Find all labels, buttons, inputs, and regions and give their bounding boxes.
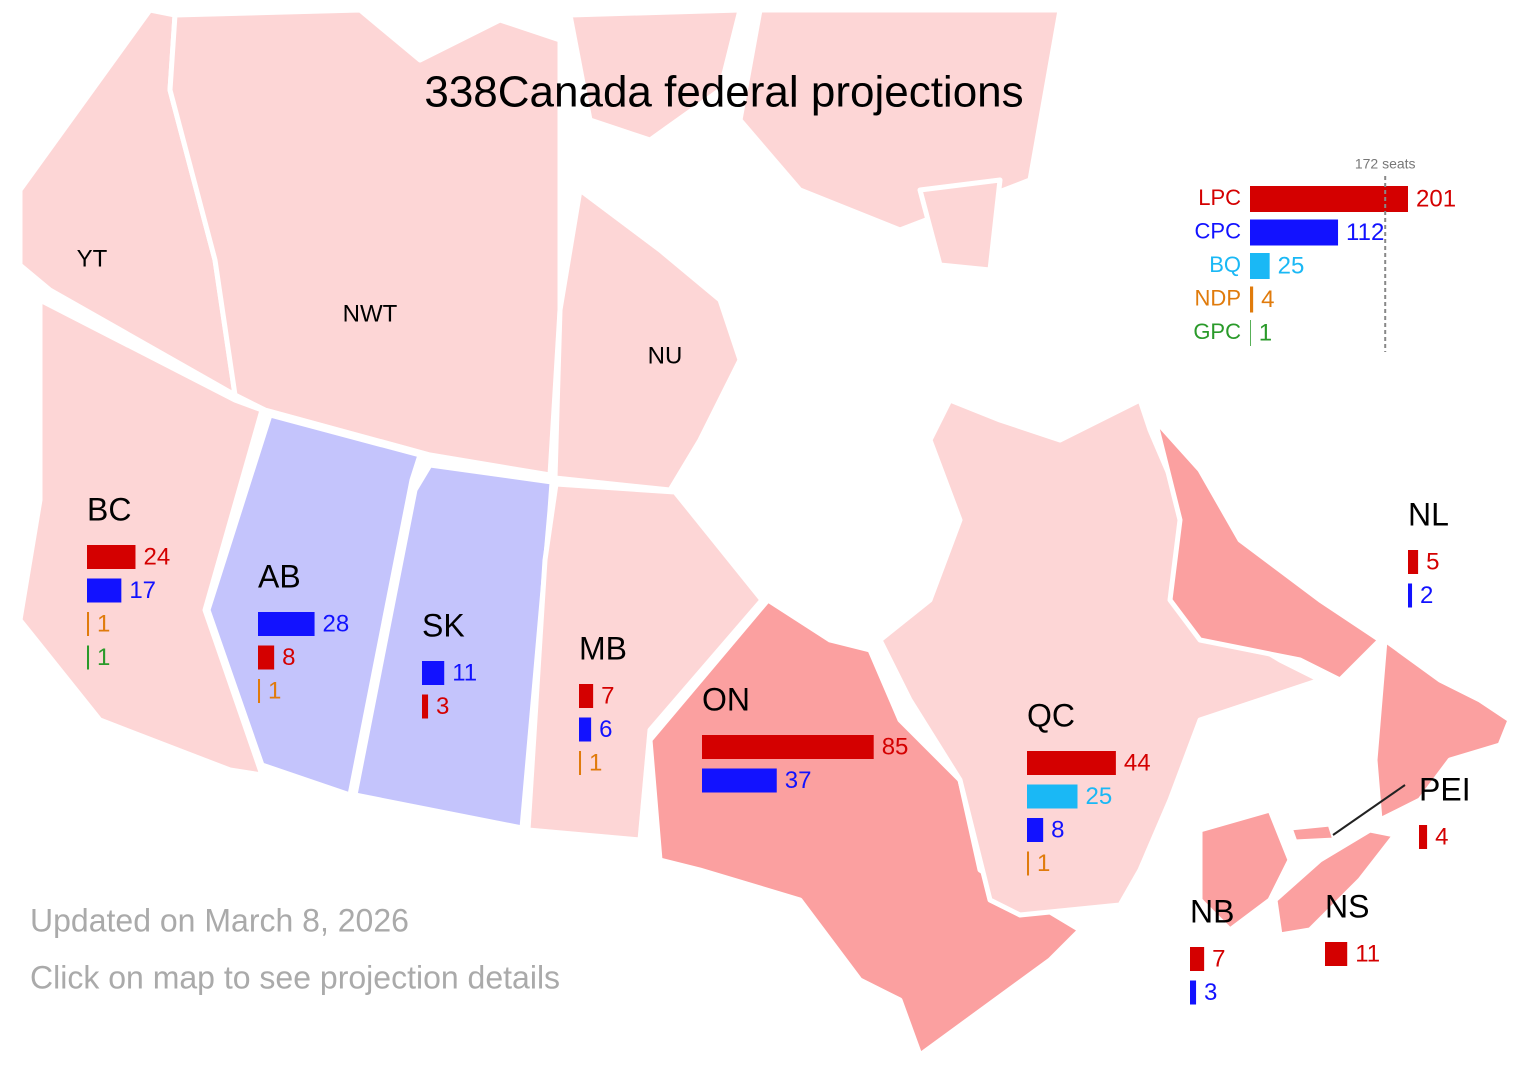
province-bar xyxy=(702,735,874,759)
province-bar xyxy=(1027,751,1116,775)
ns-region[interactable] xyxy=(1272,827,1398,938)
province-label: AB xyxy=(258,558,301,594)
arctic-island xyxy=(567,7,743,143)
province-bar xyxy=(1325,942,1348,966)
province-seats: 3 xyxy=(1204,979,1217,1006)
province-label: NS xyxy=(1325,888,1369,924)
province-seats: 8 xyxy=(282,644,295,671)
province-seats: 37 xyxy=(785,767,812,794)
province-bar xyxy=(87,612,90,636)
pei-pointer xyxy=(1332,784,1406,836)
province-seats: 28 xyxy=(323,610,350,637)
province-bar xyxy=(258,612,315,636)
province-bar xyxy=(1190,980,1197,1005)
province-bar xyxy=(579,751,582,775)
province-seats: 44 xyxy=(1124,749,1151,776)
party-label: BQ xyxy=(1209,252,1241,277)
nwt-region[interactable] xyxy=(167,7,563,478)
national-seats: 112 xyxy=(1346,219,1384,246)
territory-label: YT xyxy=(77,245,108,272)
province-label: NB xyxy=(1190,893,1234,929)
majority-label: 172 seats xyxy=(1355,156,1416,172)
pei-region[interactable] xyxy=(1287,821,1338,845)
province-seats: 25 xyxy=(1086,783,1113,810)
national-seats: 1 xyxy=(1259,319,1272,346)
province-seats: 1 xyxy=(97,644,110,671)
national-bar xyxy=(1250,286,1254,313)
province-seats: 7 xyxy=(1212,945,1225,972)
nu-region[interactable] xyxy=(552,187,743,493)
province-label: BC xyxy=(87,491,131,527)
province-bar xyxy=(87,645,90,670)
province-seats: 1 xyxy=(589,749,602,776)
mb-region[interactable] xyxy=(525,481,765,843)
province-label: PEI xyxy=(1419,771,1471,807)
province-label: ON xyxy=(702,681,750,717)
province-bar xyxy=(1408,550,1419,574)
national-seats: 25 xyxy=(1278,252,1305,279)
province-bar xyxy=(258,645,275,670)
arctic-island xyxy=(737,7,1063,233)
ab-region[interactable] xyxy=(205,412,423,798)
province-seats: 24 xyxy=(143,543,170,570)
province-seats: 4 xyxy=(1435,823,1448,850)
province-bar xyxy=(1419,825,1428,849)
province-bar xyxy=(1027,818,1044,842)
province-bar xyxy=(1027,784,1078,809)
province-bar xyxy=(1027,851,1030,876)
province-seats: 2 xyxy=(1420,582,1433,609)
province-bar xyxy=(422,694,429,719)
province-bar xyxy=(422,661,445,685)
national-bar xyxy=(1250,186,1408,212)
province-seats: 17 xyxy=(129,577,156,604)
province-seats: 1 xyxy=(97,610,110,637)
footer-hint: Click on map to see projection details xyxy=(30,959,560,995)
party-label: CPC xyxy=(1195,218,1242,243)
province-seats: 1 xyxy=(268,677,281,704)
national-seats: 201 xyxy=(1416,185,1456,212)
party-label: GPC xyxy=(1193,319,1241,344)
national-bar xyxy=(1250,253,1270,279)
nl-labrador[interactable] xyxy=(1152,417,1383,683)
footer-updated: Updated on March 8, 2026 xyxy=(30,902,409,938)
province-bar xyxy=(579,684,594,708)
province-seats: 5 xyxy=(1426,548,1439,575)
province-seats: 85 xyxy=(882,733,909,760)
province-seats: 1 xyxy=(1037,850,1050,877)
nb-region[interactable] xyxy=(1197,807,1293,933)
national-seats: 4 xyxy=(1261,286,1274,313)
province-seats: 3 xyxy=(436,693,449,720)
arctic-island xyxy=(917,177,1003,273)
map[interactable] xyxy=(17,7,1513,1058)
territory-label: NWT xyxy=(343,300,398,327)
province-bar xyxy=(579,717,592,742)
province-label: SK xyxy=(422,607,465,643)
province-seats: 11 xyxy=(1355,940,1380,967)
province-bar xyxy=(87,578,122,603)
party-label: NDP xyxy=(1195,285,1241,310)
sk-region[interactable] xyxy=(352,462,555,831)
bc-region[interactable] xyxy=(17,297,265,778)
province-label: MB xyxy=(579,630,627,666)
territory-label: NU xyxy=(648,342,683,369)
province-bar xyxy=(258,679,261,703)
nl-newfoundland[interactable] xyxy=(1372,637,1513,823)
province-label: NL xyxy=(1408,496,1449,532)
province-bar xyxy=(702,768,777,793)
on-region[interactable] xyxy=(647,597,1083,1058)
province-bar xyxy=(1190,947,1205,971)
national-bar xyxy=(1250,219,1339,246)
province-label: QC xyxy=(1027,697,1075,733)
province-bar xyxy=(1408,583,1413,608)
title: 338Canada federal projections xyxy=(424,68,1023,117)
province-seats: 6 xyxy=(599,716,612,743)
province-seats: 8 xyxy=(1051,816,1064,843)
qc-region[interactable] xyxy=(877,397,1323,918)
national-bar xyxy=(1250,320,1251,346)
province-bar xyxy=(87,545,136,569)
province-seats: 11 xyxy=(452,659,477,686)
province-seats: 7 xyxy=(601,682,614,709)
party-label: LPC xyxy=(1198,185,1241,210)
